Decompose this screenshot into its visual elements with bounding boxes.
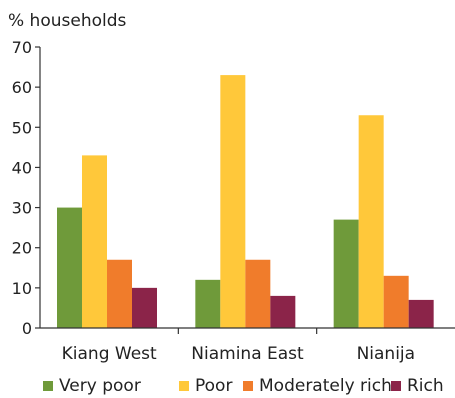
legend-label: Poor	[195, 376, 232, 396]
legend-swatch	[179, 381, 189, 391]
bar-moderately-rich	[245, 259, 271, 328]
bar-rich	[132, 287, 157, 328]
bar-rich	[270, 295, 296, 328]
legend-label: Moderately rich	[259, 376, 392, 396]
y-tick-label: 60	[12, 78, 32, 97]
y-tick-label: 20	[12, 239, 32, 258]
x-category-label: Niamina East	[191, 344, 304, 364]
bar-moderately-rich	[107, 259, 132, 328]
bar-poor	[358, 115, 384, 328]
x-category-label: Kiang West	[62, 344, 157, 364]
legend: Very poor Poor Moderately rich Rich	[43, 376, 444, 396]
legend-label: Rich	[407, 376, 444, 396]
y-tick-label: 0	[22, 319, 32, 338]
bar-very-poor	[333, 219, 359, 328]
legend-swatch	[43, 381, 53, 391]
y-tick-label: 10	[12, 279, 32, 298]
y-tick-label: 70	[12, 38, 32, 57]
bar-very-poor	[195, 279, 221, 328]
y-axis-label: % households	[8, 11, 127, 31]
bar-poor	[220, 75, 246, 328]
y-axis: 0 10 20 30 40 50 60 70	[12, 38, 41, 338]
legend-swatch	[391, 381, 401, 391]
legend-swatch	[243, 381, 253, 391]
legend-label: Very poor	[59, 376, 141, 396]
y-tick-label: 40	[12, 158, 32, 177]
y-tick-label: 50	[12, 118, 32, 137]
y-tick-label: 30	[12, 199, 32, 218]
bar-poor	[82, 155, 107, 328]
bar-very-poor	[57, 207, 82, 328]
bar-moderately-rich	[383, 275, 409, 328]
x-axis: Kiang West Niamina East Nianija	[40, 327, 455, 364]
bar-rich	[408, 299, 434, 328]
x-category-label: Nianija	[357, 344, 416, 364]
bars	[57, 75, 434, 328]
